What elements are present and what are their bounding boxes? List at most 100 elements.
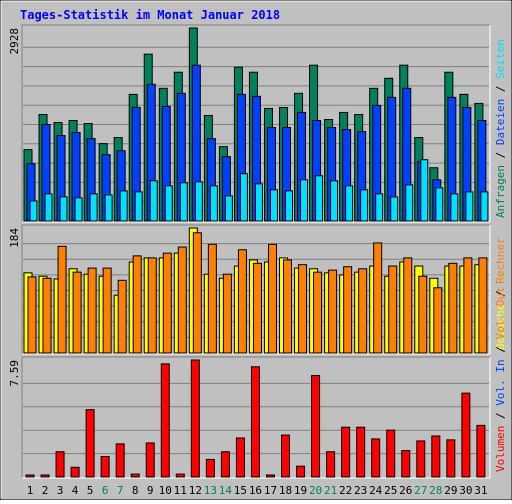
legend-space [494,158,507,165]
x-tick-label: 1 [27,484,34,497]
bar [100,455,110,478]
bar [476,424,486,478]
bar [283,259,293,354]
legend-separator: / [494,346,507,353]
bar [431,435,441,478]
y-tick-label: 7.59 [8,360,21,387]
x-tick-label: 3 [57,484,64,497]
bar [74,197,83,222]
bar [461,392,471,478]
x-tick-label: 19 [294,484,307,497]
bar [87,267,97,354]
bar [25,474,35,478]
bar [448,262,458,354]
legend: Besuche / Rechner [494,237,507,350]
bar [375,193,384,222]
bar [72,271,82,354]
bar [296,465,306,478]
bar [390,196,399,222]
bar [207,243,217,354]
bar [57,245,67,354]
bar [358,268,368,354]
bar [89,193,98,222]
bar [130,473,140,478]
bar [341,426,351,478]
bar [254,183,263,222]
x-tick-label: 24 [369,484,383,497]
legend-entry: Vol. Out [494,287,507,340]
bar [192,232,202,354]
bar [281,434,291,478]
bar [356,426,366,478]
bar [298,264,308,354]
bar [480,191,489,222]
bar [343,266,353,354]
bar [269,189,278,222]
bar [119,190,128,222]
x-tick-label: 13 [204,484,217,497]
bar [252,262,262,354]
x-tick-label: 31 [474,484,487,497]
x-tick-label: 12 [189,484,202,497]
bar [164,185,173,222]
legend-entry: Dateien [494,99,507,145]
bar [145,442,155,478]
bar [209,185,218,222]
bar [220,451,230,478]
legend: Anfragen / Dateien / Seiten [494,39,507,218]
bar [326,451,336,478]
legend-separator: / [494,86,507,93]
bar [134,191,143,222]
bar [478,257,488,354]
bar [177,246,187,354]
bar [418,275,428,354]
bar [265,474,275,478]
bar [42,277,52,354]
bar [373,242,383,354]
legend-space [494,340,507,347]
bar [360,189,369,222]
x-tick-label: 18 [279,484,292,497]
bar [371,438,381,478]
bar [102,267,112,354]
bar [463,257,473,354]
bar [250,366,260,478]
bar [160,363,170,478]
x-tick-label: 8 [132,484,139,497]
chart-title: Tages-Statistik im Monat Januar 2018 [20,8,280,22]
bar [345,185,354,222]
x-tick-label: 17 [264,484,277,497]
bar [175,473,185,478]
bar [433,287,443,354]
bar [311,375,321,478]
x-tick-label: 21 [324,484,337,497]
x-tick-label: 29 [444,484,457,497]
legend-space [494,92,507,99]
legend-space [494,79,507,86]
bar [55,451,65,478]
x-tick-label: 5 [87,484,94,497]
bar [104,194,113,222]
bar [29,200,38,222]
x-tick-label: 26 [399,484,412,497]
legend-space [494,406,507,413]
x-tick-label: 22 [339,484,352,497]
bar [40,474,50,478]
legend-space [494,353,507,360]
bar [420,159,429,222]
legend-space [494,145,507,152]
bar [403,257,413,354]
x-tick-label: 2 [42,484,49,497]
legend-entry: Volumen [494,426,507,472]
x-tick-label: 4 [72,484,79,497]
bar [222,273,232,354]
bar [190,359,200,478]
legend-separator: / [494,290,507,297]
x-tick-label: 28 [429,484,442,497]
x-tick-label: 6 [102,484,109,497]
bar [446,439,456,478]
bar [313,271,323,354]
bar [405,184,414,222]
bar [386,429,396,478]
